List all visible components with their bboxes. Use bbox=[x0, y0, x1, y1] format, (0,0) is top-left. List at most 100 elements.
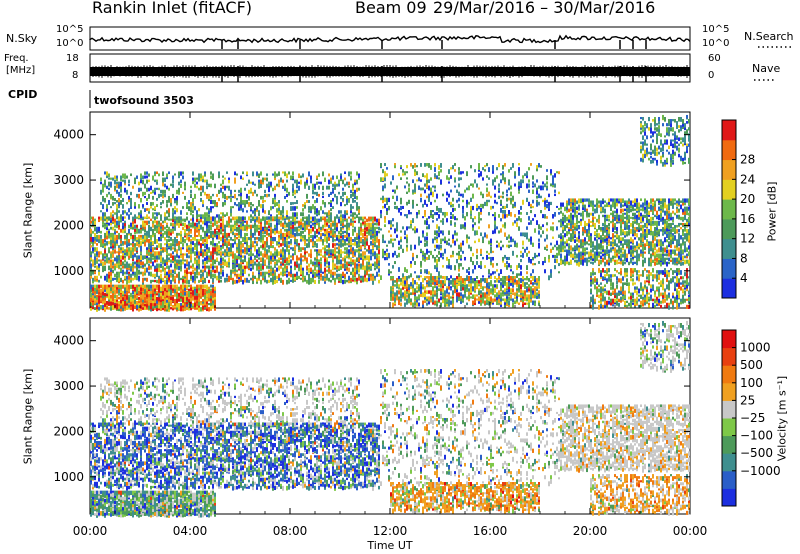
power-cell bbox=[198, 300, 200, 306]
power-cell bbox=[148, 243, 150, 248]
power-cell bbox=[226, 251, 228, 257]
power-cell bbox=[166, 247, 168, 251]
power-cell bbox=[358, 218, 360, 223]
power-cell bbox=[240, 241, 242, 245]
power-cell bbox=[150, 284, 152, 289]
power-cell bbox=[364, 251, 366, 255]
power-cell bbox=[226, 171, 228, 174]
power-cell bbox=[248, 257, 250, 260]
power-cell bbox=[114, 241, 116, 246]
power-cell bbox=[506, 294, 508, 297]
power-cell bbox=[216, 269, 218, 273]
power-cell bbox=[178, 265, 180, 271]
power-cell bbox=[374, 216, 376, 222]
power-cell bbox=[234, 253, 236, 258]
power-cell bbox=[252, 181, 254, 185]
power-cell bbox=[274, 236, 276, 242]
power-cell bbox=[328, 232, 330, 236]
power-cell bbox=[330, 218, 332, 222]
power-cell bbox=[100, 275, 102, 279]
power-cell bbox=[374, 275, 376, 279]
power-cell bbox=[174, 236, 176, 241]
power-cell bbox=[308, 171, 310, 177]
power-cell bbox=[172, 222, 174, 227]
power-cell bbox=[538, 280, 540, 285]
power-cell bbox=[128, 271, 130, 274]
power-cell bbox=[230, 214, 232, 217]
power-cell bbox=[290, 224, 292, 228]
power-cell bbox=[148, 251, 150, 256]
power-cell bbox=[256, 171, 258, 176]
power-cell bbox=[168, 230, 170, 235]
power-cell bbox=[348, 171, 350, 177]
power-cell bbox=[244, 239, 246, 243]
power-cell bbox=[500, 286, 502, 291]
power-cell bbox=[188, 222, 190, 227]
power-cell bbox=[282, 236, 284, 242]
power-cell bbox=[308, 239, 310, 243]
power-cell bbox=[522, 282, 524, 287]
power-cell bbox=[130, 232, 132, 237]
power-cell bbox=[422, 278, 424, 283]
power-cell bbox=[154, 218, 156, 222]
power-cell bbox=[168, 187, 170, 191]
power-cell bbox=[224, 214, 226, 217]
power-cell bbox=[300, 263, 302, 269]
power-cell bbox=[238, 241, 240, 245]
power-cell bbox=[238, 226, 240, 232]
power-cell bbox=[100, 288, 102, 293]
power-cell bbox=[502, 298, 504, 301]
power-cell bbox=[524, 286, 526, 289]
power-cell bbox=[190, 230, 192, 234]
power-cell bbox=[222, 253, 224, 256]
power-cell bbox=[298, 257, 300, 261]
power-cell bbox=[162, 294, 164, 300]
power-cell bbox=[240, 208, 242, 211]
power-cell bbox=[318, 253, 320, 256]
power-cell bbox=[336, 251, 338, 254]
power-cell bbox=[192, 214, 194, 218]
power-cell bbox=[210, 195, 212, 200]
power-cell bbox=[106, 292, 108, 297]
power-cell bbox=[162, 279, 164, 283]
power-cell bbox=[242, 255, 244, 258]
power-cell bbox=[300, 175, 302, 179]
power-cell bbox=[248, 279, 250, 283]
power-cell bbox=[106, 284, 108, 290]
power-cell bbox=[308, 185, 310, 190]
power-cell bbox=[254, 183, 256, 186]
power-cell bbox=[216, 257, 218, 262]
power-cell bbox=[286, 214, 288, 217]
power-cell bbox=[202, 187, 204, 193]
power-cell bbox=[422, 286, 424, 290]
power-cell bbox=[340, 177, 342, 182]
power-cell bbox=[522, 278, 524, 282]
power-cell bbox=[198, 220, 200, 225]
power-cell bbox=[180, 255, 182, 259]
power-cell bbox=[398, 298, 400, 302]
power-cell bbox=[488, 288, 490, 293]
power-cell bbox=[350, 218, 352, 223]
power-cell bbox=[94, 226, 96, 232]
power-cell bbox=[422, 284, 424, 287]
power-cell bbox=[240, 195, 242, 201]
power-cell bbox=[272, 253, 274, 257]
power-cell bbox=[532, 276, 534, 281]
power-cell bbox=[134, 253, 136, 258]
power-cell bbox=[104, 261, 106, 265]
power-cell bbox=[362, 265, 364, 270]
power-cell bbox=[166, 290, 168, 296]
power-cell bbox=[120, 228, 122, 233]
power-cell bbox=[510, 282, 512, 286]
power-cell bbox=[502, 294, 504, 297]
power-cell bbox=[354, 277, 356, 281]
power-cell bbox=[230, 236, 232, 241]
power-cell bbox=[206, 181, 208, 186]
power-cell bbox=[182, 300, 184, 306]
power-cell bbox=[382, 254, 384, 259]
power-cell bbox=[318, 271, 320, 276]
power-cell bbox=[346, 228, 348, 232]
power-cell bbox=[102, 224, 104, 228]
power-cell bbox=[112, 214, 114, 217]
power-cell bbox=[376, 253, 378, 258]
